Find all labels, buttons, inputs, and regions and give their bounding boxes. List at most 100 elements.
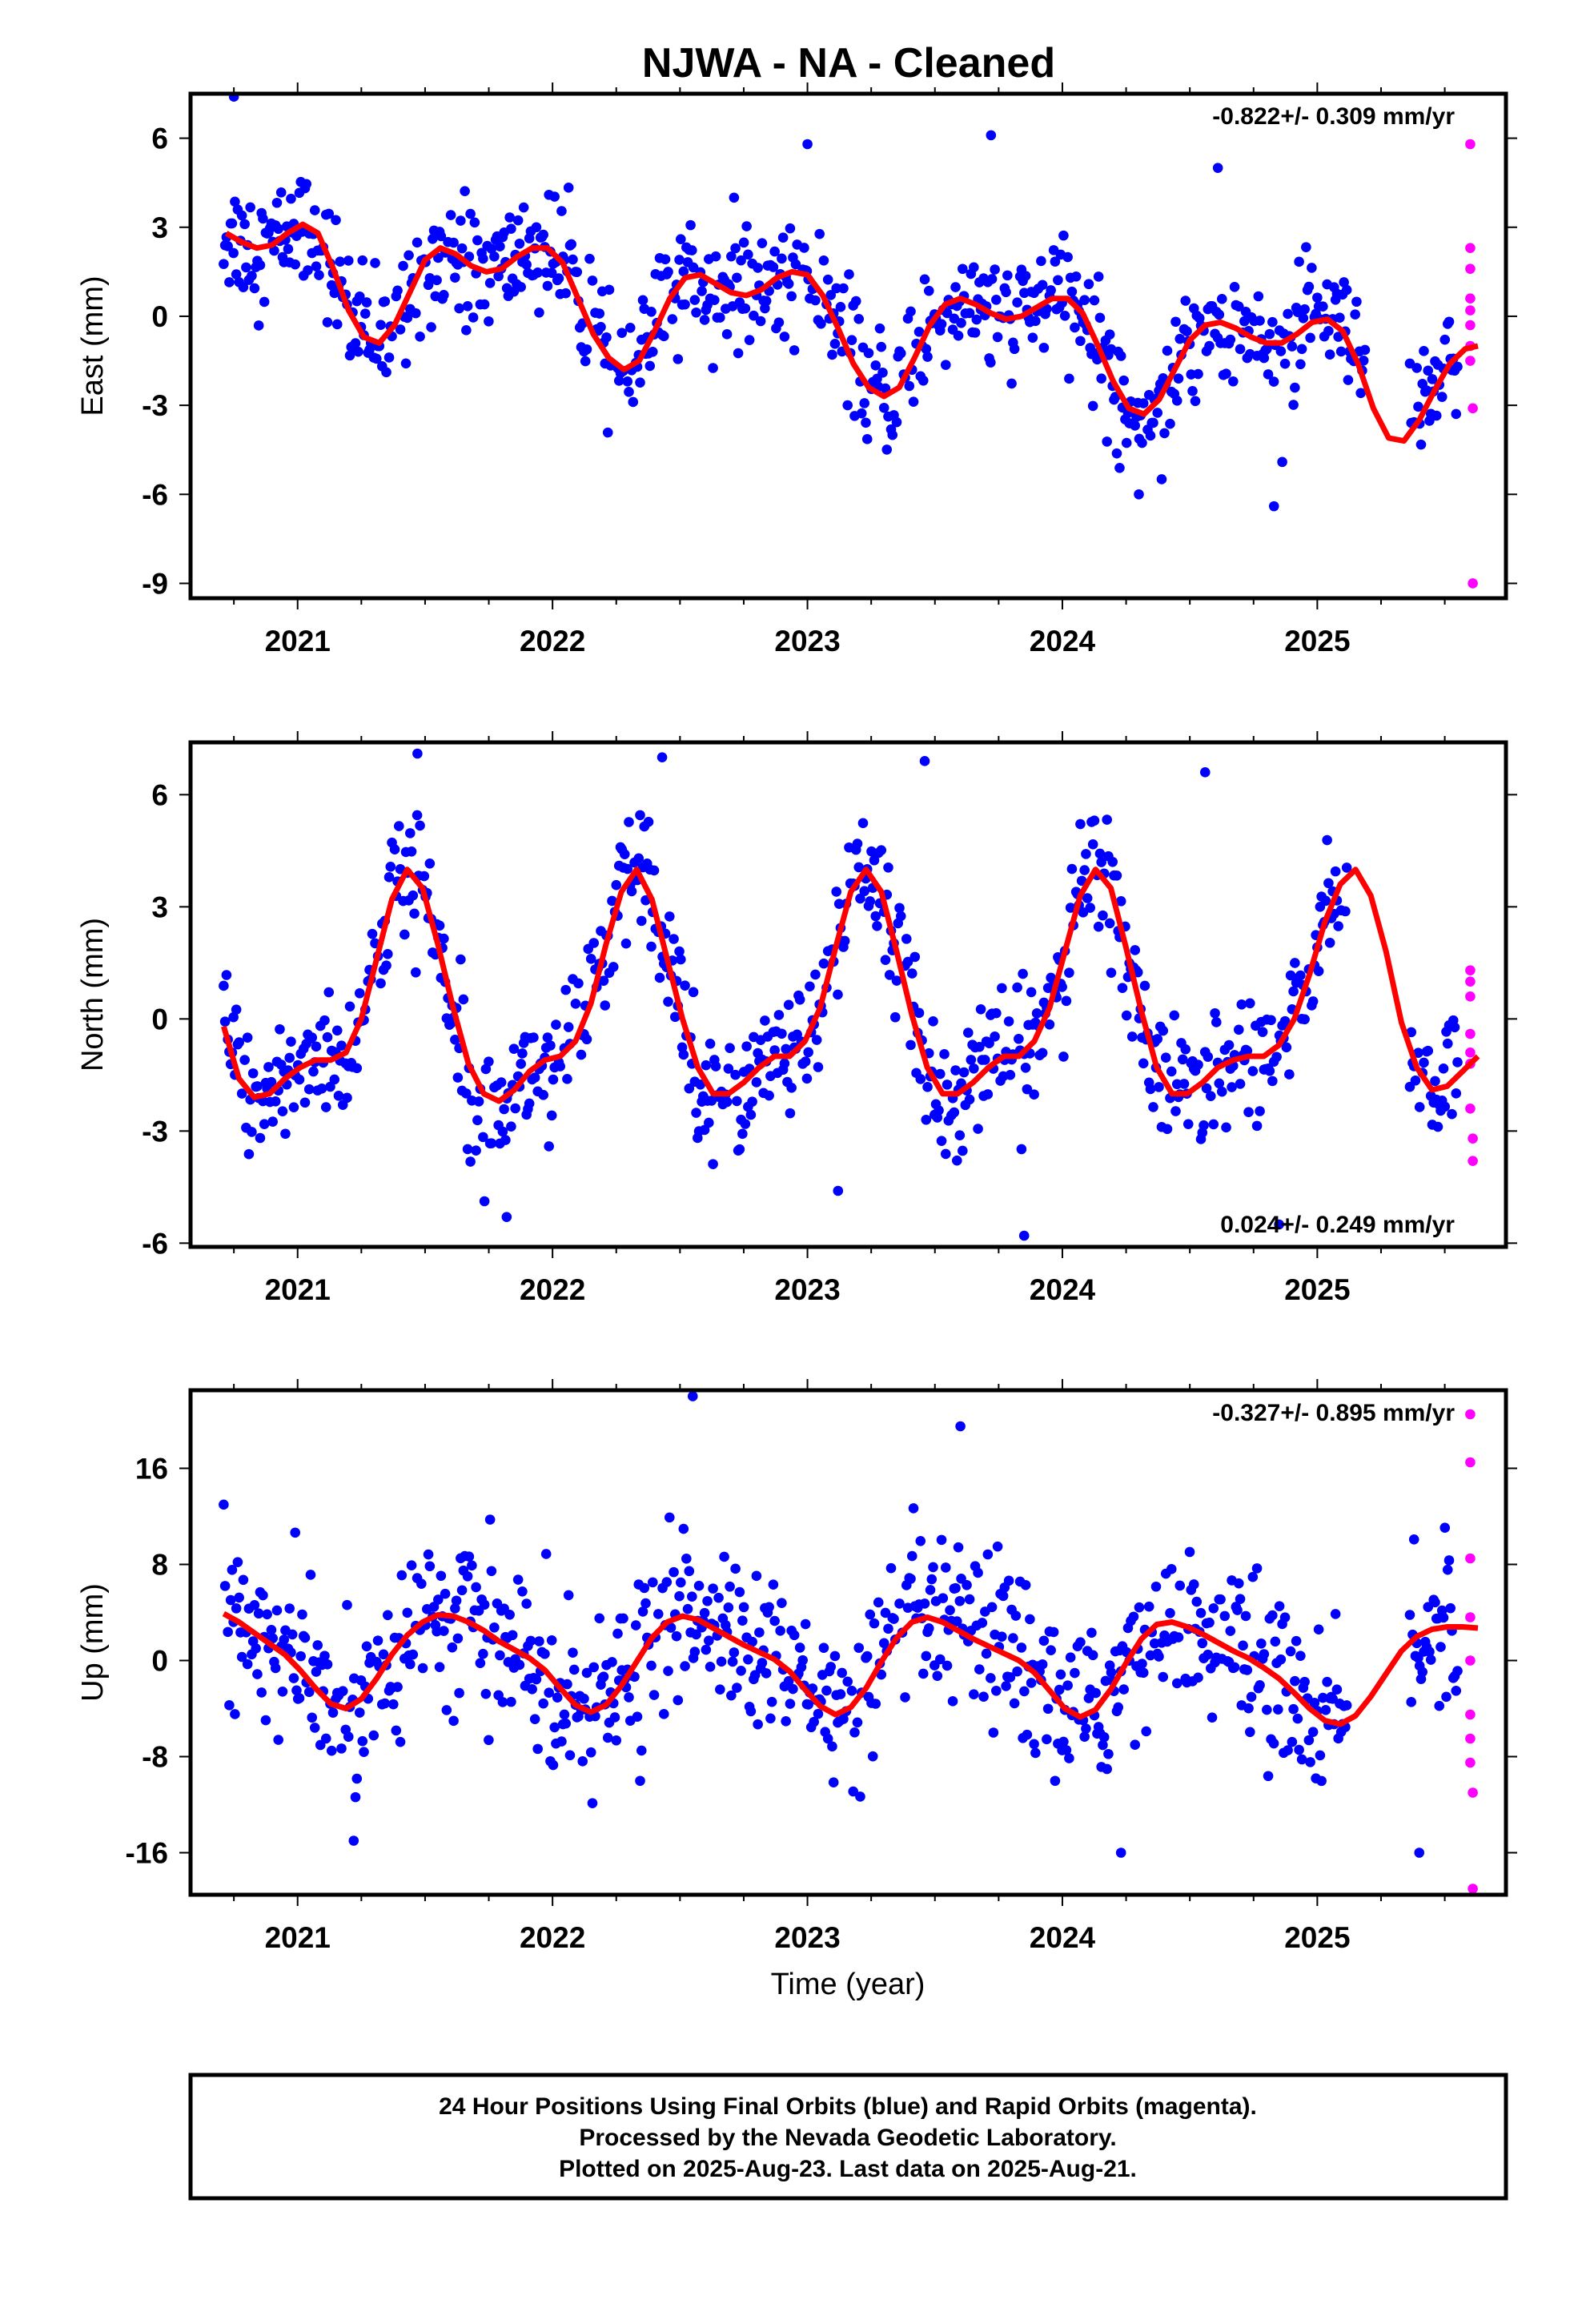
final-point: [647, 1577, 658, 1588]
final-point: [514, 1659, 525, 1671]
final-point: [747, 1636, 757, 1647]
final-point: [288, 1673, 299, 1683]
final-point: [516, 282, 526, 292]
final-point: [531, 222, 542, 233]
final-point: [286, 1036, 296, 1047]
final-point: [1323, 325, 1334, 336]
final-point: [988, 1727, 999, 1738]
final-point: [594, 308, 605, 319]
final-point: [1359, 344, 1371, 356]
final-point: [705, 1662, 716, 1672]
final-point: [275, 187, 287, 198]
final-point: [405, 828, 416, 838]
final-point: [1404, 1610, 1415, 1620]
final-point: [1340, 906, 1351, 917]
final-point: [478, 1132, 488, 1143]
final-point: [1066, 863, 1078, 875]
final-point: [294, 1074, 305, 1085]
final-point: [219, 1581, 231, 1591]
final-point: [424, 1561, 436, 1572]
final-point: [1246, 1691, 1257, 1703]
model-curve: [224, 221, 1479, 444]
final-point: [1137, 1659, 1147, 1669]
final-point: [785, 223, 796, 234]
final-point: [740, 303, 751, 314]
final-point: [905, 1039, 916, 1051]
final-point: [1159, 428, 1170, 439]
final-point: [1298, 312, 1309, 324]
final-point: [1268, 1738, 1279, 1749]
final-point: [454, 303, 464, 314]
final-point: [375, 320, 386, 331]
final-point: [932, 1671, 943, 1681]
final-point: [1257, 1027, 1268, 1037]
final-point: [1333, 332, 1343, 342]
final-point: [411, 967, 421, 978]
final-point: [1443, 1555, 1455, 1566]
final-point: [1075, 1637, 1086, 1648]
final-point: [1341, 862, 1352, 873]
final-point: [256, 1687, 267, 1698]
final-point: [805, 981, 815, 992]
final-point: [727, 1656, 738, 1667]
final-point: [915, 1074, 926, 1084]
final-point: [1070, 322, 1080, 333]
final-point: [1065, 1652, 1076, 1663]
final-point: [870, 360, 881, 371]
final-point: [1050, 1775, 1061, 1787]
final-point: [705, 1039, 716, 1049]
final-point: [783, 999, 794, 1011]
final-point: [392, 1682, 403, 1692]
final-point: [1094, 312, 1106, 324]
final-point: [415, 331, 425, 342]
final-point: [709, 295, 720, 305]
final-point: [986, 1673, 996, 1683]
final-point: [974, 1664, 985, 1675]
final-point: [1413, 1047, 1423, 1058]
final-point: [219, 980, 229, 991]
final-point: [626, 886, 637, 897]
y-axis-label: Up (mm): [76, 1583, 110, 1702]
y-tick-label: 16: [135, 1453, 168, 1486]
final-point: [531, 1674, 542, 1685]
final-point: [1427, 374, 1438, 384]
final-point: [1285, 1646, 1296, 1657]
final-point: [570, 999, 581, 1009]
final-point: [568, 1647, 578, 1658]
final-point: [859, 398, 870, 408]
final-point: [353, 346, 363, 357]
final-point: [270, 1663, 281, 1674]
final-point: [1046, 285, 1056, 296]
final-point: [598, 1671, 609, 1683]
final-point: [1126, 1031, 1138, 1042]
final-point: [501, 1212, 512, 1222]
final-point: [1115, 1848, 1126, 1858]
final-point: [814, 228, 825, 239]
final-point: [779, 1058, 790, 1069]
final-point: [402, 1607, 413, 1618]
final-point: [478, 253, 488, 264]
final-point: [992, 332, 1003, 343]
final-point: [831, 283, 841, 294]
final-point: [1170, 1106, 1181, 1116]
final-point: [719, 1551, 729, 1562]
final-point: [309, 205, 320, 215]
final-point: [658, 1709, 669, 1719]
final-point: [1138, 1667, 1149, 1679]
final-point: [1228, 376, 1239, 387]
final-point: [1083, 1693, 1094, 1703]
final-point: [1275, 1654, 1287, 1665]
final-point: [859, 886, 870, 897]
rapid-point: [1465, 1612, 1476, 1622]
y-tick-label: -16: [126, 1837, 168, 1870]
plot-area: [219, 748, 1480, 1241]
final-point: [669, 934, 679, 944]
final-point: [1030, 316, 1041, 327]
final-point: [658, 331, 669, 342]
final-point: [1064, 1753, 1074, 1763]
final-point: [462, 301, 473, 312]
y-tick-label: -3: [142, 389, 168, 422]
final-point: [1442, 1038, 1453, 1049]
final-point: [307, 1032, 318, 1043]
final-point: [1030, 1747, 1041, 1759]
